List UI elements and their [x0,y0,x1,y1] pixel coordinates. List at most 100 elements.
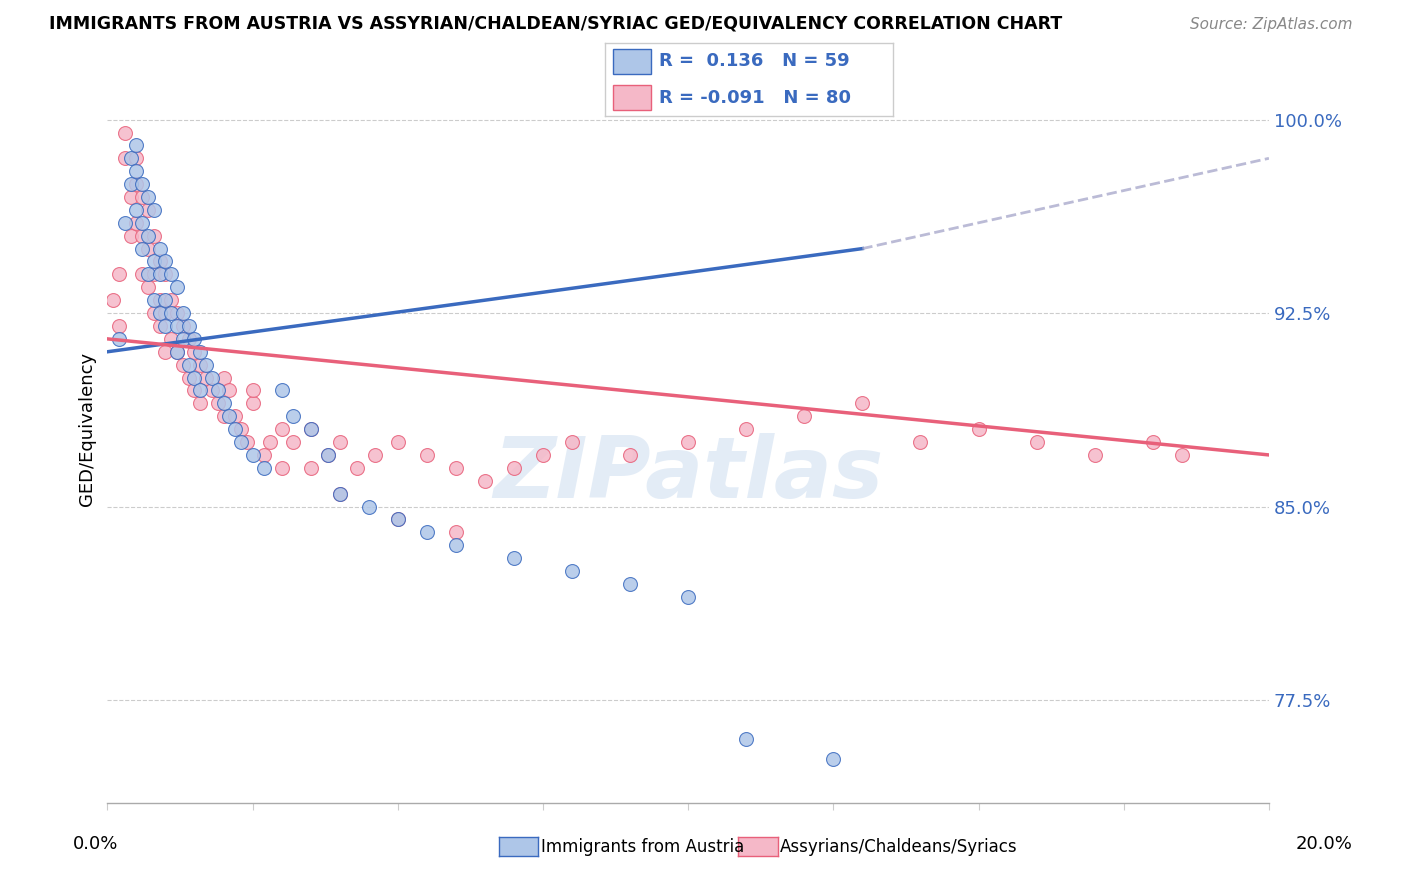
Point [416,525,439,540]
Point [195,370,218,384]
Point [561,435,583,450]
Point [149,306,172,320]
Text: Immigrants from Austria: Immigrants from Austria [541,838,745,855]
Point [142,254,165,268]
Point [183,370,205,384]
Point [125,151,148,165]
Point [177,318,200,333]
Point [357,500,380,514]
Point [142,306,165,320]
Point [114,151,136,165]
Point [131,268,153,282]
Point [155,254,177,268]
Point [561,564,583,578]
Point [125,138,148,153]
Point [207,396,229,410]
Point [207,384,229,398]
Point [114,216,136,230]
Point [188,396,211,410]
Point [166,306,188,320]
Point [503,551,526,566]
Point [160,293,183,308]
Point [188,384,211,398]
Y-axis label: GED/Equivalency: GED/Equivalency [79,352,96,507]
Point [155,268,177,282]
Point [120,177,142,191]
Point [177,332,200,346]
Point [735,731,758,746]
Point [155,344,177,359]
Point [172,332,194,346]
Point [166,344,188,359]
Point [329,486,352,500]
Point [183,344,205,359]
Point [253,448,276,462]
Point [120,228,142,243]
Point [172,358,194,372]
Point [195,358,218,372]
Point [316,448,339,462]
Point [259,435,281,450]
Point [136,202,159,217]
Point [131,228,153,243]
Point [201,370,224,384]
Point [283,409,305,424]
Point [149,318,172,333]
Point [387,512,409,526]
Point [444,525,467,540]
Point [346,460,368,475]
Point [531,448,554,462]
Point [149,268,172,282]
Point [735,422,758,436]
Point [149,254,172,268]
Point [108,268,131,282]
Point [270,384,292,398]
Point [188,358,211,372]
Point [136,268,159,282]
Point [142,202,165,217]
Point [183,332,205,346]
Point [177,358,200,372]
Point [242,384,264,398]
Point [444,538,467,552]
Point [218,384,240,398]
Point [270,460,292,475]
Point [474,474,496,488]
Point [177,370,200,384]
FancyBboxPatch shape [613,49,651,73]
Point [299,422,322,436]
Point [136,280,159,294]
Point [166,280,188,294]
Text: 0.0%: 0.0% [73,835,118,853]
Point [131,190,153,204]
Text: Source: ZipAtlas.com: Source: ZipAtlas.com [1189,17,1353,31]
Point [131,242,153,256]
Point [120,151,142,165]
Point [444,460,467,475]
Point [229,422,252,436]
Point [1084,448,1107,462]
Point [967,422,990,436]
Text: ZIPatlas: ZIPatlas [494,433,883,516]
Point [387,435,409,450]
Point [619,448,641,462]
Point [188,344,211,359]
Point [212,409,235,424]
Point [229,435,252,450]
Point [823,752,845,766]
Point [242,396,264,410]
Point [136,228,159,243]
Point [125,202,148,217]
Point [299,422,322,436]
Point [416,448,439,462]
Point [793,409,815,424]
Point [125,177,148,191]
Point [160,268,183,282]
Point [1142,435,1164,450]
Point [172,318,194,333]
Point [387,512,409,526]
Point [224,409,246,424]
Point [363,448,385,462]
Point [236,435,259,450]
Point [242,448,264,462]
